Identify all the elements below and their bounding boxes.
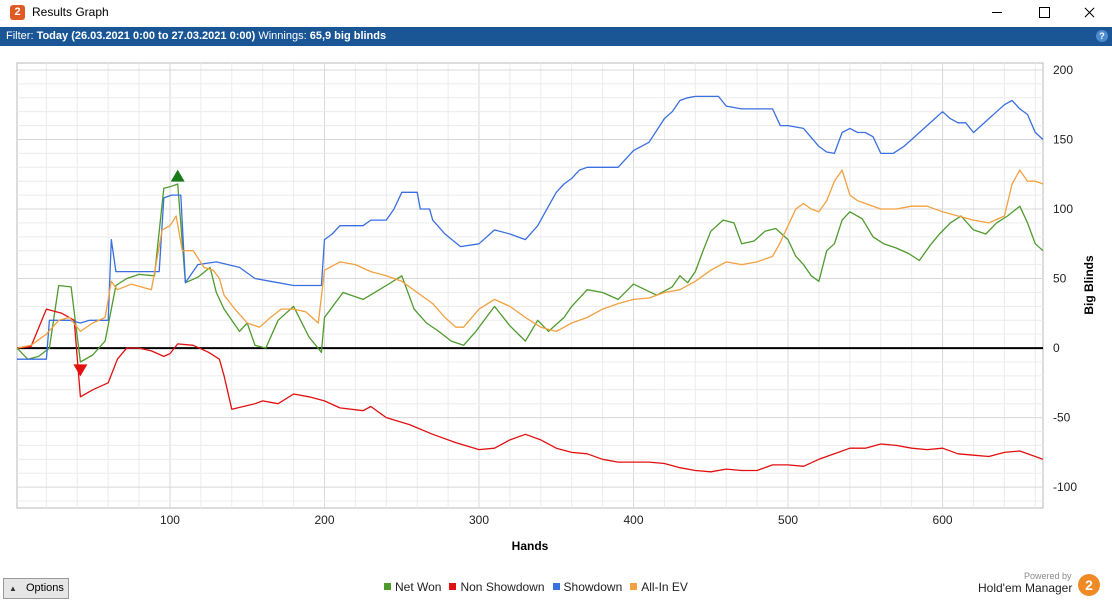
y-tick-label: -100: [1053, 480, 1077, 494]
x-tick-label: 600: [933, 513, 953, 527]
min-marker-icon: [73, 364, 88, 377]
legend-swatch: [552, 583, 560, 590]
y-tick-label: 200: [1053, 63, 1073, 77]
winnings-value: 65,9 big blinds: [309, 30, 387, 42]
help-icon[interactable]: ?: [1096, 30, 1108, 42]
y-tick-label: -50: [1053, 411, 1071, 425]
legend-item: Non Showdown: [449, 580, 545, 594]
brand-name: Hold'em Manager: [978, 581, 1073, 595]
legend-label: Showdown: [563, 580, 623, 594]
options-label: Options: [26, 582, 64, 594]
window-title: Results Graph: [32, 5, 109, 19]
y-tick-label: 100: [1053, 202, 1073, 216]
x-tick-label: 100: [160, 513, 180, 527]
legend-item: Net Won: [384, 580, 441, 594]
legend-label: Net Won: [395, 580, 442, 594]
title-bar: 2 Results Graph: [0, 0, 1112, 26]
results-chart: 100 200 300 400 500 600 200 150 100 50 0 -50 -100 H…: [0, 46, 1112, 578]
minimize-button[interactable]: [974, 0, 1020, 26]
y-tick-label: 50: [1053, 272, 1067, 286]
x-tick-label: 400: [624, 513, 644, 527]
series-line-net-won: [16, 183, 1044, 363]
y-tick-label: 0: [1053, 341, 1060, 355]
legend-item: Showdown: [552, 580, 623, 594]
y-tick-label: 150: [1053, 132, 1073, 146]
series-line-non-showdown: [16, 308, 1044, 473]
close-button[interactable]: [1066, 0, 1112, 26]
powered-by-text: Powered by: [1024, 571, 1072, 581]
x-tick-label: 500: [778, 513, 798, 527]
legend-label: All-In EV: [641, 580, 688, 594]
legend-swatch: [630, 583, 638, 590]
filter-range: Today (26.03.2021 0:00 to 27.03.2021 0:0…: [36, 30, 256, 42]
maximize-button[interactable]: [1021, 0, 1067, 26]
arrow-up-icon: ▲: [9, 584, 17, 593]
x-tick-label: 300: [469, 513, 489, 527]
chart-legend: Net Won Non Showdown Showdown All-In EV: [384, 580, 696, 594]
app-logo-icon: 2: [10, 5, 25, 20]
x-tick-label: 200: [314, 513, 334, 527]
legend-label: Non Showdown: [460, 580, 545, 594]
legend-swatch: [449, 583, 457, 590]
max-marker-icon: [170, 169, 185, 182]
series-line-showdown: [17, 95, 1044, 360]
x-axis-label: Hands: [512, 539, 549, 553]
winnings-label: Winnings:: [258, 30, 307, 42]
legend-item: All-In EV: [630, 580, 688, 594]
options-button[interactable]: ▲ Options: [3, 578, 69, 599]
legend-swatch: [384, 583, 391, 590]
series-line-all-in-ev: [16, 169, 1044, 349]
filter-prefix: Filter:: [6, 30, 34, 42]
y-axis-label: Big Blinds: [1082, 255, 1096, 315]
filter-bar: Filter: Today (26.03.2021 0:00 to 27.03.…: [0, 27, 1112, 46]
hm2-logo-icon: 2: [1078, 574, 1100, 596]
